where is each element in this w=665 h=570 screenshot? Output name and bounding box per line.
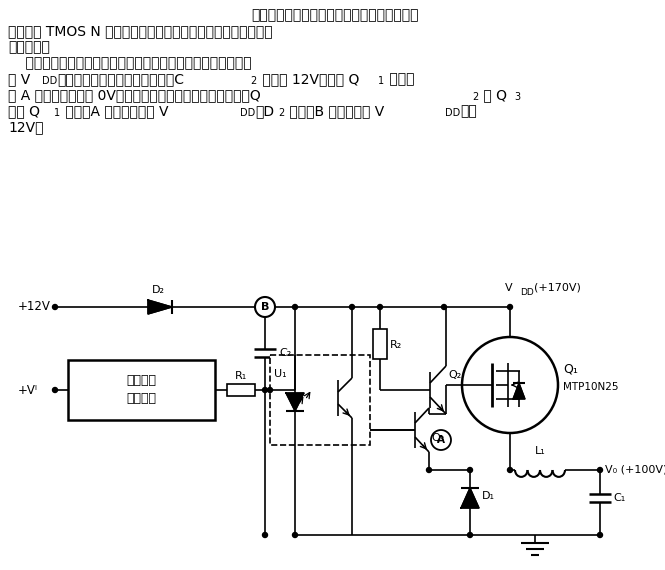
Text: MTP10N25: MTP10N25 [563,382,618,392]
Text: 和 Q: 和 Q [479,88,507,102]
Text: 充电到 12V，这时 Q: 充电到 12V，这时 Q [258,72,359,86]
Text: 1: 1 [378,76,384,86]
Circle shape [293,532,297,538]
Text: U₁: U₁ [274,369,287,379]
Polygon shape [148,300,172,314]
Text: 使得 Q: 使得 Q [8,104,40,118]
Circle shape [293,304,297,310]
Circle shape [467,467,473,473]
Text: C₂: C₂ [279,348,291,358]
Circle shape [263,532,267,538]
Polygon shape [286,393,304,411]
Text: +12V: +12V [18,300,51,314]
Text: 脉宽调制: 脉宽调制 [126,373,156,386]
Text: R₂: R₂ [390,340,402,350]
Text: 12V。: 12V。 [8,120,43,134]
Bar [227,384,255,396]
Text: 2: 2 [250,76,256,86]
Text: 2: 2 [278,108,284,118]
Text: D₂: D₂ [152,285,164,295]
Text: 关断并: 关断并 [385,72,414,86]
Text: R₁: R₁ [235,371,247,381]
Text: 该电路特点是如何产生一个单独的门极控制电路电源，且需大: 该电路特点是如何产生一个单独的门极控制电路电源，且需大 [8,56,251,70]
Text: Q₃: Q₃ [431,433,444,443]
Bar [270,355,370,445]
Text: DD: DD [240,108,255,118]
Text: 于 V: 于 V [8,72,30,86]
Text: (+170V): (+170V) [534,283,581,293]
Circle shape [350,304,354,310]
Circle shape [442,304,446,310]
Text: L₁: L₁ [535,446,545,456]
Circle shape [53,388,57,393]
Text: V₀ (+100V): V₀ (+100V) [605,465,665,475]
Bar [68,360,215,420]
Text: 该电路基本上是一个经典的降压斩波电路，只: 该电路基本上是一个经典的降压斩波电路，只 [251,8,419,22]
Circle shape [597,532,602,538]
Text: 电路电源。: 电路电源。 [8,40,50,54]
Circle shape [597,467,602,473]
Text: DD: DD [42,76,57,86]
Text: 且 A 点的电压略低于 0V。当加上脉宽调制信号后，光电管，Q: 且 A 点的电压略低于 0V。当加上脉宽调制信号后，光电管，Q [8,88,261,102]
Text: 高出: 高出 [460,104,477,118]
Text: V: V [505,283,513,293]
Text: A: A [437,435,445,445]
Bar [373,329,387,359]
Text: 1: 1 [54,108,60,118]
Text: DD: DD [520,288,534,297]
Text: D₁: D₁ [482,491,495,501]
Text: Q₁: Q₁ [563,363,578,376]
Text: 反偏，B 点的电压比 V: 反偏，B 点的电压比 V [285,104,384,118]
Text: 。其工作过程是当电路通电后，C: 。其工作过程是当电路通电后，C [57,72,184,86]
Text: 是使用了 TMOS N 沟道型功率场效应管以及由自己产生门极控制: 是使用了 TMOS N 沟道型功率场效应管以及由自己产生门极控制 [8,24,273,38]
Polygon shape [513,383,525,399]
Text: 2: 2 [472,92,478,102]
Text: 3: 3 [514,92,520,102]
Circle shape [378,304,382,310]
Circle shape [53,304,57,310]
Text: 控制电路: 控制电路 [126,392,156,405]
Text: 导通，A 点的电压变为 V: 导通，A 点的电压变为 V [61,104,168,118]
Circle shape [426,467,432,473]
Circle shape [467,532,473,538]
Circle shape [267,388,273,393]
Text: Q₂: Q₂ [448,370,462,380]
Text: +Vᴵ: +Vᴵ [18,384,38,397]
Text: B: B [261,302,269,312]
Text: C₁: C₁ [613,493,625,503]
Text: DD: DD [445,108,460,118]
Circle shape [263,388,267,393]
Text: ，D: ，D [255,104,274,118]
Circle shape [507,304,513,310]
Circle shape [507,467,513,473]
Polygon shape [461,488,479,508]
